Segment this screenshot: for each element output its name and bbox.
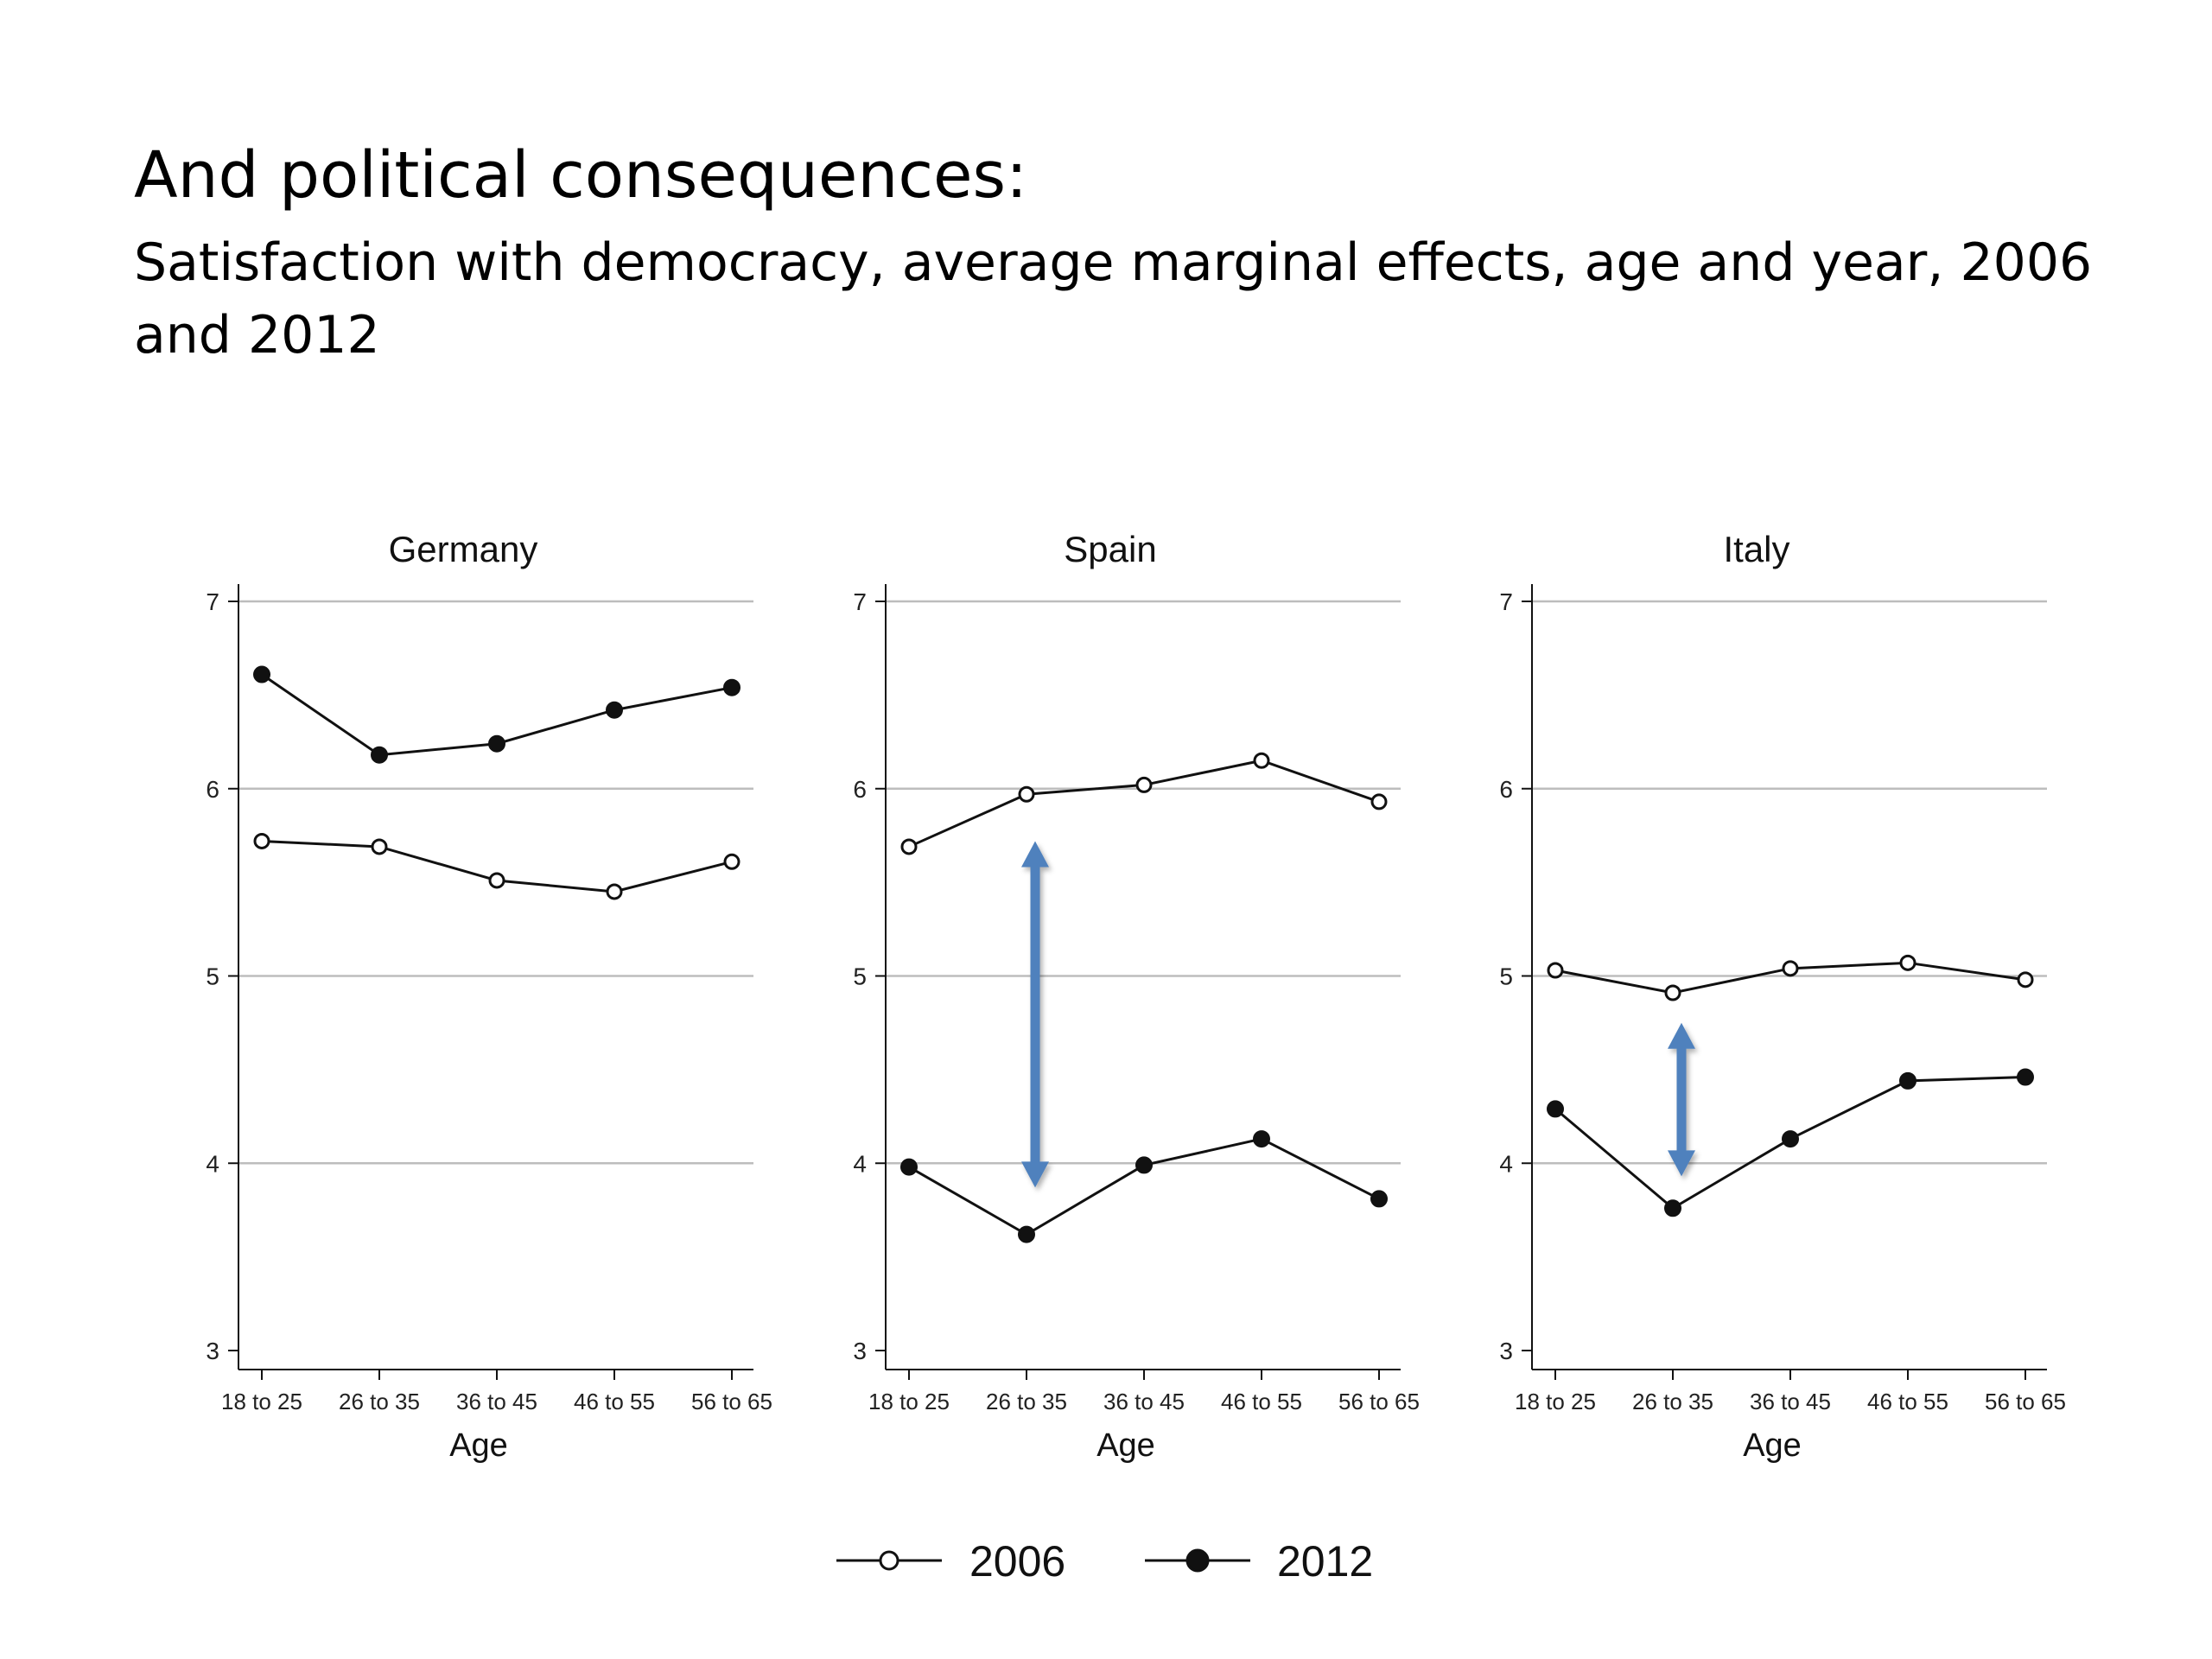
- legend-marker: [1185, 1548, 1210, 1573]
- y-tick-label: 3: [853, 1338, 867, 1364]
- data-point-2006: [1370, 793, 1388, 810]
- panel-italy: Italy 3 4 5 6 7 18 to 25 26 to 35 36 to 45 46 to …: [1499, 529, 2066, 1464]
- slide-subtitle: Satisfaction with democracy, average mar…: [134, 232, 2093, 365]
- y-tick-label: 7: [1499, 588, 1513, 615]
- y-tick-label: 6: [206, 776, 219, 803]
- data-point-2006: [723, 853, 741, 870]
- y-tick-label: 5: [1499, 963, 1513, 990]
- x-tick-label: 56 to 65: [691, 1389, 772, 1414]
- data-point-2006: [1018, 785, 1035, 803]
- data-point-2006: [488, 872, 505, 889]
- double-arrow-annotation: [1021, 841, 1049, 1188]
- x-tick-label: 26 to 35: [1632, 1389, 1713, 1414]
- data-point-2012: [2017, 1068, 2034, 1086]
- data-point-2012: [723, 678, 741, 696]
- panel-spain: Spain 3 4 5 6 7 18 to 25 26 to 35 36 to 45 46 to …: [853, 529, 1420, 1464]
- data-point-2012: [1664, 1199, 1681, 1217]
- x-tick-label: 56 to 65: [1985, 1389, 2066, 1414]
- legend-item-2012: 2012: [1145, 1537, 1373, 1586]
- data-point-2006: [1899, 954, 1916, 971]
- data-point-2012: [1899, 1071, 1916, 1090]
- data-point-2012: [371, 746, 388, 764]
- data-point-2012: [1782, 1130, 1799, 1148]
- data-point-2012: [1135, 1156, 1153, 1174]
- x-tick-label: 26 to 35: [986, 1389, 1067, 1414]
- data-point-2006: [1664, 984, 1681, 1001]
- data-point-2006: [1547, 962, 1564, 979]
- data-point-2006: [1782, 960, 1799, 977]
- y-tick-label: 3: [206, 1338, 219, 1364]
- panel-title: Germany: [389, 529, 538, 569]
- legend-item-2006: 2006: [836, 1537, 1065, 1586]
- y-tick-label: 3: [1499, 1338, 1513, 1364]
- x-axis-title: Age: [449, 1427, 508, 1464]
- data-point-2006: [371, 838, 388, 855]
- x-axis-title: Age: [1743, 1427, 1802, 1464]
- x-tick-label: 36 to 45: [456, 1389, 537, 1414]
- data-point-2006: [606, 883, 623, 900]
- y-tick-label: 4: [1499, 1150, 1513, 1177]
- data-point-2012: [488, 734, 505, 753]
- series-line-2006: [908, 759, 1380, 849]
- y-tick-label: 4: [853, 1150, 867, 1177]
- data-point-2012: [1370, 1190, 1388, 1208]
- x-tick-label: 18 to 25: [1515, 1389, 1596, 1414]
- data-point-2012: [1547, 1100, 1564, 1118]
- legend-marker: [879, 1550, 899, 1571]
- data-point-2006: [900, 838, 918, 855]
- panel-title: Spain: [1064, 529, 1156, 569]
- y-tick-label: 7: [206, 588, 219, 615]
- slide-title: And political consequences:: [134, 138, 1028, 213]
- data-point-2006: [2017, 971, 2034, 988]
- x-tick-label: 36 to 45: [1750, 1389, 1831, 1414]
- x-tick-label: 46 to 55: [1867, 1389, 1948, 1414]
- y-tick-label: 4: [206, 1150, 219, 1177]
- x-tick-label: 36 to 45: [1103, 1389, 1185, 1414]
- x-tick-label: 26 to 35: [339, 1389, 420, 1414]
- double-arrow-annotation: [1668, 1022, 1695, 1177]
- data-point-2012: [253, 665, 270, 683]
- panel-title: Italy: [1723, 529, 1789, 569]
- y-tick-label: 5: [206, 963, 219, 990]
- x-tick-label: 46 to 55: [1221, 1389, 1302, 1414]
- y-tick-label: 7: [853, 588, 867, 615]
- x-tick-label: 46 to 55: [574, 1389, 655, 1414]
- x-tick-label: 18 to 25: [221, 1389, 302, 1414]
- x-tick-label: 56 to 65: [1338, 1389, 1420, 1414]
- data-point-2012: [606, 701, 623, 719]
- data-point-2012: [1253, 1130, 1270, 1148]
- data-point-2012: [900, 1158, 918, 1176]
- x-tick-label: 18 to 25: [868, 1389, 950, 1414]
- y-tick-label: 6: [853, 776, 867, 803]
- data-point-2006: [253, 832, 270, 849]
- x-axis-title: Age: [1096, 1427, 1155, 1464]
- series-line-2012: [908, 1137, 1380, 1236]
- panel-germany: Germany 3 4 5 6 7 18 to 25 26 to 35 36 to 45 46 t…: [206, 529, 772, 1464]
- legend-label: 2006: [969, 1537, 1065, 1586]
- y-tick-label: 5: [853, 963, 867, 990]
- y-tick-label: 6: [1499, 776, 1513, 803]
- data-point-2012: [1018, 1225, 1035, 1243]
- legend-label: 2012: [1277, 1537, 1373, 1586]
- data-point-2006: [1253, 752, 1270, 769]
- data-point-2006: [1135, 776, 1153, 793]
